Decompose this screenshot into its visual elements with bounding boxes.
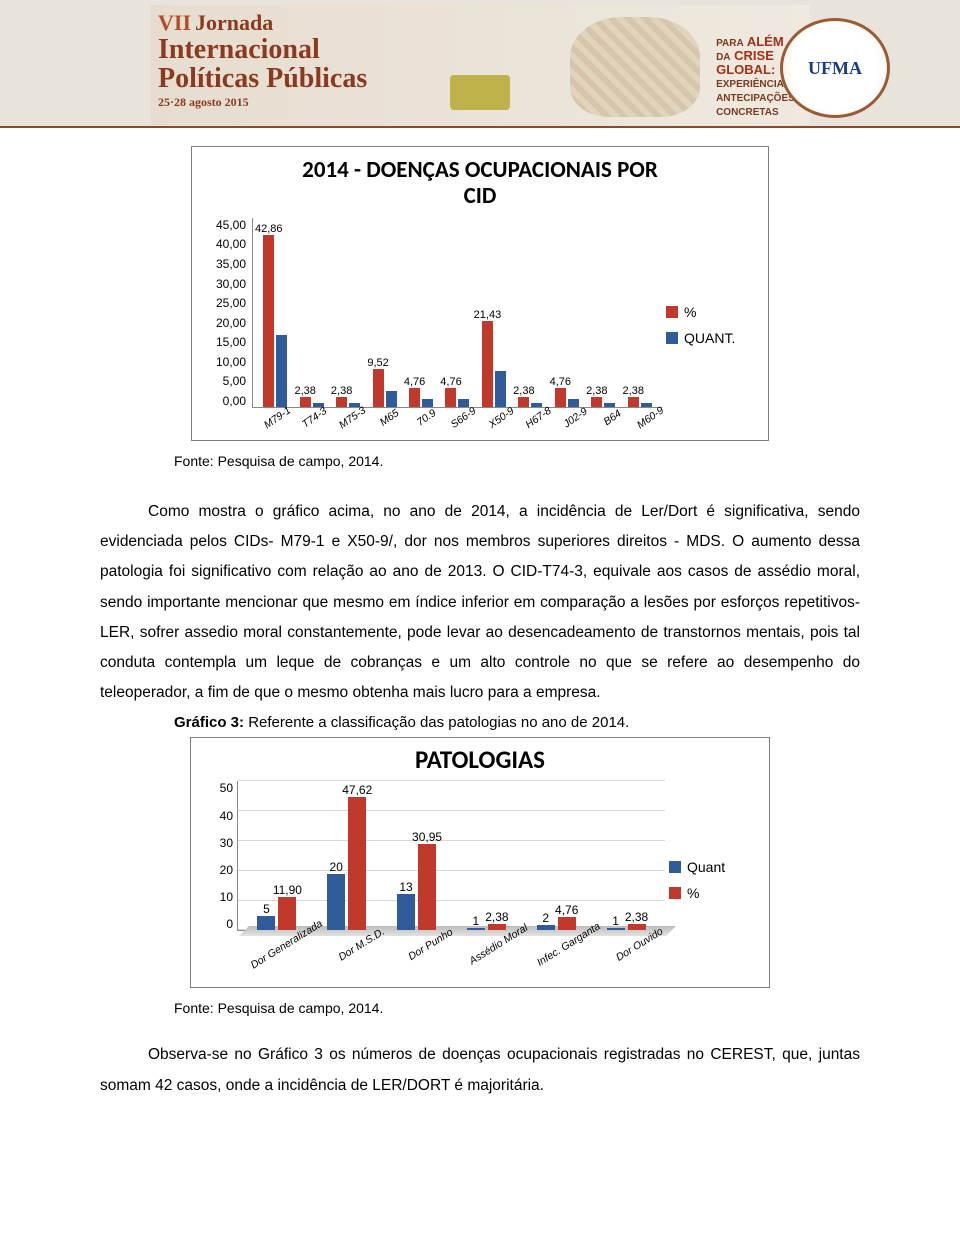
chart1-plot: 45,0040,0035,0030,0025,0020,0015,0010,00…: [204, 218, 666, 432]
chart2-plot: 50403020100 511,902047,621330,9512,3824,…: [201, 781, 669, 979]
chart2-caption: Gráfico 3: Referente a classificação das…: [174, 714, 860, 731]
paragraph-1: Como mostra o gráfico acima, no ano de 2…: [100, 497, 860, 709]
chart1-legend: % QUANT.: [666, 218, 756, 432]
chart2-body: 50403020100 511,902047,621330,9512,3824,…: [201, 781, 759, 979]
swatch2-quant: [669, 861, 681, 873]
chart1-bars: 42,862,382,389,524,764,7621,432,384,762,…: [253, 218, 662, 407]
banner-dates: 25·28 agosto 2015: [158, 95, 249, 109]
page-content: 2014 - DOENÇAS OCUPACIONAIS POR CID 45,0…: [0, 128, 960, 1131]
conference-banner: VII Jornada Internacional Políticas Públ…: [0, 0, 960, 128]
swatch-quant: [666, 332, 678, 344]
chart2-box: PATOLOGIAS 50403020100 511,902047,621330…: [190, 737, 770, 988]
banner-vii: VII: [158, 10, 191, 35]
chart1-title: 2014 - DOENÇAS OCUPACIONAIS POR CID: [204, 157, 756, 210]
legend-percent: %: [666, 304, 756, 320]
ufma-seal: UFMA: [780, 18, 890, 118]
banner-line2: Internacional: [158, 34, 320, 65]
decor-center-art: [570, 17, 700, 117]
paragraph-2: Observa-se no Gráfico 3 os números de do…: [100, 1040, 860, 1100]
chart1-fonte: Fonte: Pesquisa de campo, 2014.: [174, 453, 860, 469]
chart1-xaxis: M79-1T74-3M75-3M6570.9S66-9X50-9H67-8J02…: [252, 408, 662, 432]
chart2-bars: 511,902047,621330,9512,3824,7612,38: [238, 781, 665, 930]
chart1-yaxis: 45,0040,0035,0030,0025,0020,0015,0010,00…: [204, 218, 246, 408]
chart2-xaxis: Dor GeneralizadaDor M.S.D.Dor PunhoAsséd…: [237, 931, 665, 979]
decor-olive-block: [450, 75, 510, 110]
chart2-fonte: Fonte: Pesquisa de campo, 2014.: [174, 1000, 860, 1016]
chart1-body: 45,0040,0035,0030,0025,0020,0015,0010,00…: [204, 218, 756, 432]
legend2-percent: %: [669, 885, 759, 901]
jornada-title: VII Jornada Internacional Políticas Públ…: [158, 11, 367, 110]
banner-line3: Políticas Públicas: [158, 63, 367, 94]
legend2-quant: Quant: [669, 859, 759, 875]
chart2-title: PATOLOGIAS: [201, 744, 759, 775]
swatch2-percent: [669, 887, 681, 899]
swatch-percent: [666, 306, 678, 318]
banner-line1: Jornada: [195, 10, 273, 35]
chart2-plot-area: 511,902047,621330,9512,3824,7612,38: [237, 781, 665, 931]
chart1-plot-area: 42,862,382,389,524,764,7621,432,384,762,…: [252, 218, 662, 408]
chart1-box: 2014 - DOENÇAS OCUPACIONAIS POR CID 45,0…: [191, 146, 769, 441]
ufma-label: UFMA: [808, 58, 862, 79]
chart2-yaxis: 50403020100: [201, 781, 233, 931]
banner-inner: VII Jornada Internacional Políticas Públ…: [150, 5, 810, 125]
legend-quant: QUANT.: [666, 330, 756, 346]
